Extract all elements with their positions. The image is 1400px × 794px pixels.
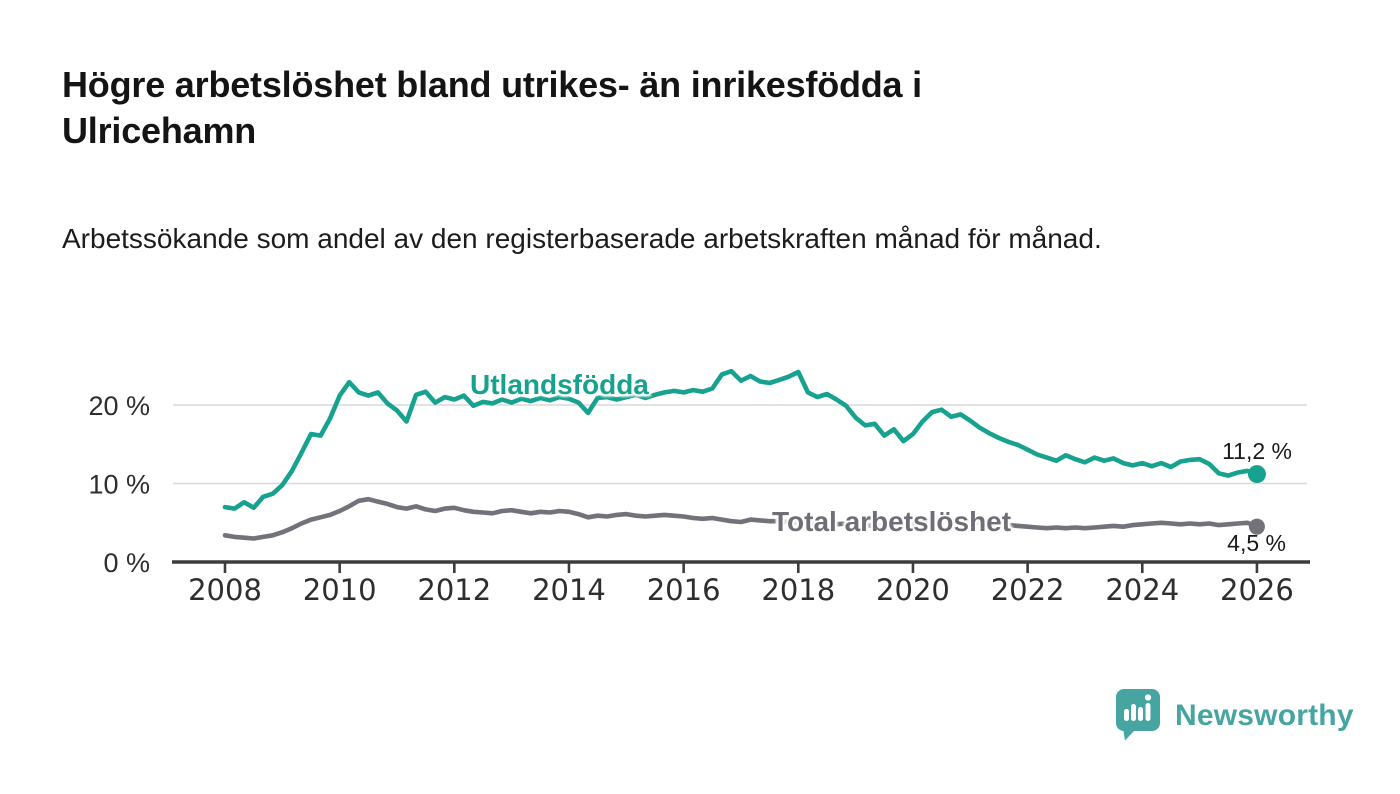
y-tick-label: 10 % xyxy=(88,470,150,500)
newsworthy-branding: Newsworthy xyxy=(1115,686,1355,746)
series-end-dot-utlandsfodda xyxy=(1247,465,1266,484)
x-tick-label: 2024 xyxy=(1105,573,1179,607)
y-tick-label: 0 % xyxy=(103,548,150,578)
page-title: Högre arbetslöshet bland utrikes- än inr… xyxy=(62,64,922,151)
end-value-utlandsfodda: 11,2 % xyxy=(1222,438,1292,464)
series-line-total xyxy=(222,496,1260,541)
x-tick-label: 2022 xyxy=(991,573,1065,607)
x-tick-label: 2014 xyxy=(532,573,606,607)
x-tick-label: 2026 xyxy=(1220,573,1294,607)
speech-bubble-bar-chart-icon xyxy=(1116,689,1160,741)
series-end-dot-total xyxy=(1248,518,1265,535)
end-value-total: 4,5 % xyxy=(1227,530,1286,556)
series-label-utlandsfodda: Utlandsfödda xyxy=(470,369,649,400)
brand-wordmark: Newsworthy xyxy=(1175,699,1354,732)
x-tick-label: 2018 xyxy=(761,573,835,607)
y-tick-label: 20 % xyxy=(88,391,150,421)
x-tick-label: 2010 xyxy=(303,573,377,607)
x-tick-label: 2008 xyxy=(188,573,262,607)
series-label-total-arbetsloshet: Total arbetslöshet xyxy=(772,506,1012,537)
x-tick-label: 2016 xyxy=(647,573,721,607)
x-tick-label: 2012 xyxy=(417,573,491,607)
series-line-utlandsfodda xyxy=(222,368,1260,511)
x-tick-label: 2020 xyxy=(876,573,950,607)
page-subtitle: Arbetssökande som andel av den registerb… xyxy=(62,223,1102,254)
